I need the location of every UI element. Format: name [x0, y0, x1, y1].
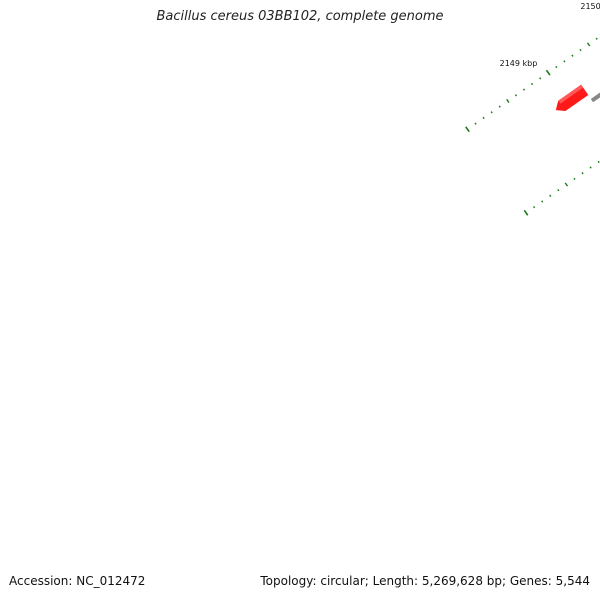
tick-label: 2150 kbp: [580, 2, 600, 11]
genome-backbone: [590, 92, 600, 103]
gene-features: [555, 84, 589, 112]
inner-tick: [541, 200, 544, 203]
outer-tick: [498, 105, 501, 108]
outer-tick: [586, 42, 591, 47]
inner-tick: [581, 172, 584, 175]
inner-tick: [533, 206, 536, 209]
outer-tick: [522, 88, 526, 91]
inner-tick: [549, 194, 552, 197]
outer-tick: [465, 126, 470, 133]
outer-tick: [490, 111, 493, 114]
inner-tick: [573, 177, 576, 180]
inner-tick: [523, 209, 529, 216]
outer-tick: [539, 77, 542, 80]
inner-tick: [557, 189, 560, 192]
outer-tick: [563, 60, 566, 63]
outer-tick: [579, 48, 582, 52]
outer-tick: [506, 98, 510, 104]
outer-tick: [555, 65, 558, 69]
accession-text: Accession: NC_012472: [9, 574, 146, 588]
inner-tick: [597, 160, 600, 164]
inner-tick: [564, 182, 569, 187]
outer-tick: [595, 37, 598, 40]
outer-tick: [514, 94, 518, 97]
outer-tick: [482, 116, 485, 120]
forward-gene: [555, 84, 589, 112]
genome-summary: Topology: circular; Length: 5,269,628 bp…: [260, 574, 590, 588]
inner-tick: [589, 166, 592, 169]
outer-tick: [530, 82, 534, 86]
outer-tick: [474, 122, 477, 125]
outer-tick: [545, 69, 551, 76]
backbone-line: [590, 92, 600, 103]
tick-label: 2149 kbp: [500, 59, 538, 68]
outer-tick: [571, 54, 574, 57]
map-title: Bacillus cereus 03BB102, complete genome: [156, 9, 444, 24]
